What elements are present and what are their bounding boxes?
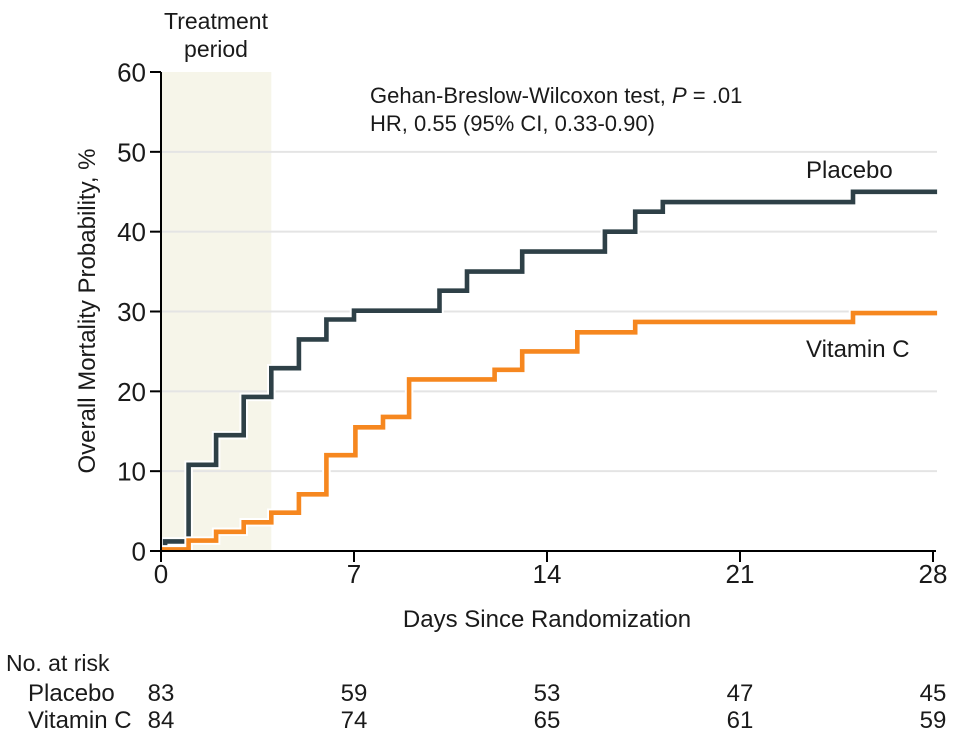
y-tick-label-60: 60: [117, 58, 146, 88]
placebo-curve-label: Placebo: [806, 157, 893, 184]
risk-table-values-layer: 83 59 53 47 45 84 74 65 61 59: [148, 680, 947, 734]
axes-layer: 0 10 20 30 40 50 60 0 7 14 21 28: [117, 58, 947, 590]
y-tick-label-10: 10: [117, 457, 146, 487]
risk-value-placebo-day0: 83: [148, 680, 175, 707]
risk-value-placebo-day7: 59: [341, 680, 368, 707]
stat-annotation-line1: Gehan-Breslow-Wilcoxon test, P = .01: [370, 83, 742, 108]
risk-row-label-placebo: Placebo: [28, 680, 115, 707]
risk-row-label-vitamin-c: Vitamin C: [28, 707, 132, 734]
stat-annotation-line2: HR, 0.55 (95% CI, 0.33-0.90): [370, 111, 655, 136]
p-value: = .01: [687, 83, 743, 108]
x-tick-label-21: 21: [726, 559, 755, 589]
risk-value-placebo-day14: 53: [534, 680, 561, 707]
risk-value-placebo-day21: 47: [727, 680, 754, 707]
y-tick-label-0: 0: [132, 537, 146, 567]
p-symbol: P: [672, 83, 687, 108]
gridline-layer: [161, 150, 937, 473]
y-tick-label-40: 40: [117, 217, 146, 247]
placebo-curve-casing: [160, 187, 938, 556]
treatment-period-label-line2: period: [184, 36, 248, 62]
y-axis-title: Overall Mortality Probability, %: [74, 149, 101, 474]
risk-value-vitamin-c-day28: 59: [920, 707, 947, 734]
risk-value-vitamin-c-day21: 61: [727, 707, 754, 734]
placebo-curve: [161, 189, 938, 554]
x-axis-title: Days Since Randomization: [403, 606, 691, 633]
risk-value-vitamin-c-day0: 84: [148, 707, 175, 734]
x-tick-label-28: 28: [919, 559, 948, 589]
x-tick-label-7: 7: [347, 559, 361, 589]
x-tick-label-14: 14: [533, 559, 562, 589]
vitamin-c-curve-label: Vitamin C: [806, 336, 910, 363]
y-tick-label-30: 30: [117, 297, 146, 327]
risk-table-title: No. at risk: [6, 650, 110, 676]
treatment-period-label-line1: Treatment: [164, 8, 269, 34]
y-tick-label-20: 20: [117, 377, 146, 407]
survival-curves-layer: [160, 187, 938, 556]
risk-value-vitamin-c-day7: 74: [341, 707, 368, 734]
risk-value-placebo-day28: 45: [920, 680, 947, 707]
y-tick-label-50: 50: [117, 137, 146, 167]
stat-test-name: Gehan-Breslow-Wilcoxon test,: [370, 83, 672, 108]
x-tick-label-0: 0: [154, 559, 168, 589]
vitamin-c-curve: [161, 310, 938, 552]
risk-value-vitamin-c-day14: 65: [534, 707, 561, 734]
